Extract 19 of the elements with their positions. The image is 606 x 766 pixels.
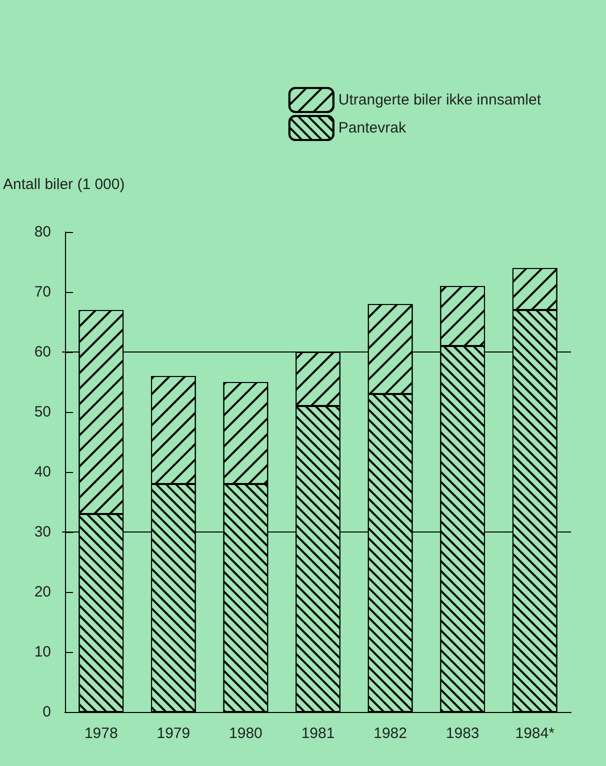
legend-label: Pantevrak [338,120,406,136]
x-tick-label: 1982 [374,725,407,742]
y-tick-label: 70 [34,284,51,300]
x-tick-label: 1984* [515,725,555,742]
x-tick-label: 1978 [84,725,118,742]
y-tick-label: 10 [34,644,51,660]
y-tick-label: 20 [34,584,51,600]
x-tick-label: 1979 [156,725,190,742]
x-tick-label: 1981 [301,725,335,742]
y-tick-label: 40 [34,464,51,480]
y-tick-label: 50 [34,404,51,420]
x-tick-label: 1980 [229,725,262,742]
y-tick-label: 60 [34,344,51,360]
y-tick-label: 0 [42,704,51,720]
y-axis-title: Antall biler (1 000) [3,176,125,193]
x-tick-label: 1983 [446,725,480,742]
y-tick-label: 30 [34,524,51,540]
legend-label: Utrangerte biler ikke innsamlet [338,92,542,108]
y-tick-label: 80 [34,224,51,240]
